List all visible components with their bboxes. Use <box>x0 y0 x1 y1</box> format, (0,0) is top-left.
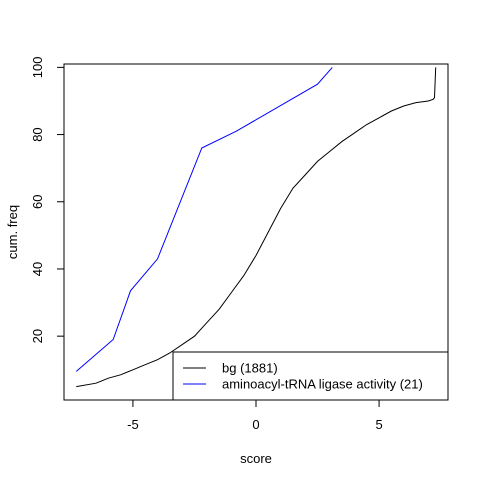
x-tick-label: 0 <box>252 417 259 432</box>
series-line-bg <box>76 67 437 388</box>
legend-box <box>172 351 449 401</box>
y-axis: 20 40 60 80 100 <box>30 57 65 343</box>
series-line-trna-ligase <box>75 67 333 372</box>
series-group <box>75 67 437 388</box>
y-tick-label: 100 <box>30 57 45 79</box>
x-tick-label: 5 <box>375 417 382 432</box>
legend-label-trna: aminoacyl-tRNA ligase activity (21) <box>222 377 423 392</box>
legend: bg (1881) aminoacyl-tRNA ligase activity… <box>172 351 449 401</box>
y-tick-label: 80 <box>30 127 45 141</box>
y-tick-label: 60 <box>30 195 45 209</box>
legend-label-bg: bg (1881) <box>222 361 278 376</box>
y-tick-label: 20 <box>30 329 45 343</box>
y-tick-label: 40 <box>30 262 45 276</box>
x-axis-title: score <box>240 451 272 466</box>
x-tick-label: -5 <box>127 417 139 432</box>
y-axis-title: cum. freq <box>5 205 20 259</box>
